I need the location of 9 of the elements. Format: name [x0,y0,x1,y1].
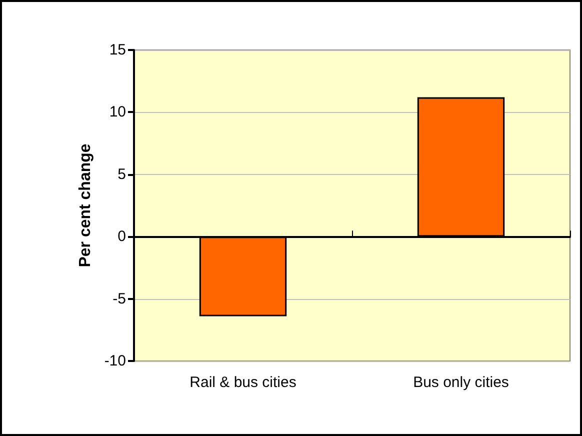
x-tick-label: Rail & bus cities [190,374,296,391]
y-tick-label: 10 [109,104,126,121]
y-tick-label: 15 [109,42,126,58]
y-tick-label: -5 [112,290,126,308]
y-tick-label: 5 [118,166,126,183]
y-tick-label: 0 [118,228,126,246]
y-tick-label: -10 [104,352,126,370]
y-axis-title: Per cent change [76,144,94,268]
x-tick-label: Bus only cities [413,374,509,391]
